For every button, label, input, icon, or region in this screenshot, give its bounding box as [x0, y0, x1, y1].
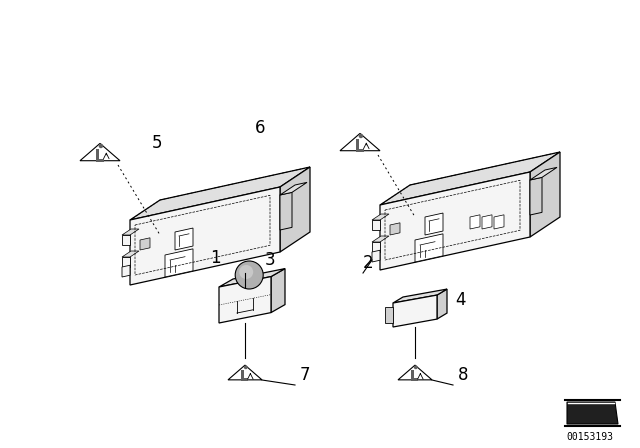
Polygon shape [355, 139, 359, 149]
Text: 5: 5 [152, 134, 163, 152]
Polygon shape [470, 215, 480, 229]
Polygon shape [530, 152, 560, 237]
Polygon shape [130, 187, 280, 285]
Polygon shape [219, 269, 285, 287]
Polygon shape [415, 234, 443, 262]
Polygon shape [390, 223, 400, 235]
Polygon shape [219, 276, 271, 323]
Polygon shape [340, 134, 380, 151]
Polygon shape [122, 257, 130, 267]
Polygon shape [372, 250, 380, 262]
Polygon shape [398, 365, 432, 380]
Text: 6: 6 [255, 119, 266, 137]
Text: 7: 7 [300, 366, 310, 384]
Polygon shape [380, 152, 560, 205]
Polygon shape [122, 229, 139, 235]
Polygon shape [280, 167, 310, 252]
Polygon shape [567, 402, 618, 424]
Polygon shape [80, 143, 120, 161]
Polygon shape [130, 167, 310, 220]
Polygon shape [95, 149, 99, 159]
Polygon shape [372, 220, 380, 230]
Polygon shape [437, 289, 447, 319]
Polygon shape [271, 269, 285, 313]
Circle shape [99, 144, 103, 148]
Polygon shape [95, 159, 104, 162]
Polygon shape [393, 295, 437, 327]
Polygon shape [355, 149, 364, 152]
Polygon shape [175, 228, 193, 250]
Polygon shape [140, 238, 150, 250]
Polygon shape [372, 242, 380, 252]
Polygon shape [530, 168, 557, 180]
Circle shape [239, 265, 253, 279]
Polygon shape [482, 215, 492, 229]
Polygon shape [530, 177, 542, 215]
Circle shape [236, 261, 263, 289]
Text: 00153193: 00153193 [566, 432, 614, 442]
Polygon shape [122, 235, 130, 245]
Polygon shape [280, 192, 292, 230]
Text: 2: 2 [363, 254, 374, 272]
Polygon shape [372, 236, 389, 242]
Polygon shape [241, 378, 248, 381]
Polygon shape [385, 307, 393, 323]
Polygon shape [393, 289, 447, 303]
Polygon shape [165, 249, 193, 277]
Polygon shape [380, 172, 530, 270]
Text: 3: 3 [265, 251, 276, 269]
Polygon shape [411, 378, 418, 381]
Polygon shape [411, 370, 414, 378]
Polygon shape [372, 214, 389, 220]
Circle shape [414, 366, 418, 369]
Polygon shape [122, 251, 139, 257]
Polygon shape [122, 265, 130, 277]
Polygon shape [228, 365, 262, 380]
Text: 4: 4 [455, 291, 465, 309]
Polygon shape [241, 370, 244, 378]
Circle shape [244, 366, 248, 369]
Polygon shape [494, 215, 504, 229]
Polygon shape [425, 213, 443, 235]
Text: 8: 8 [458, 366, 468, 384]
Polygon shape [280, 182, 307, 195]
Circle shape [358, 134, 363, 138]
Text: 1: 1 [210, 249, 221, 267]
